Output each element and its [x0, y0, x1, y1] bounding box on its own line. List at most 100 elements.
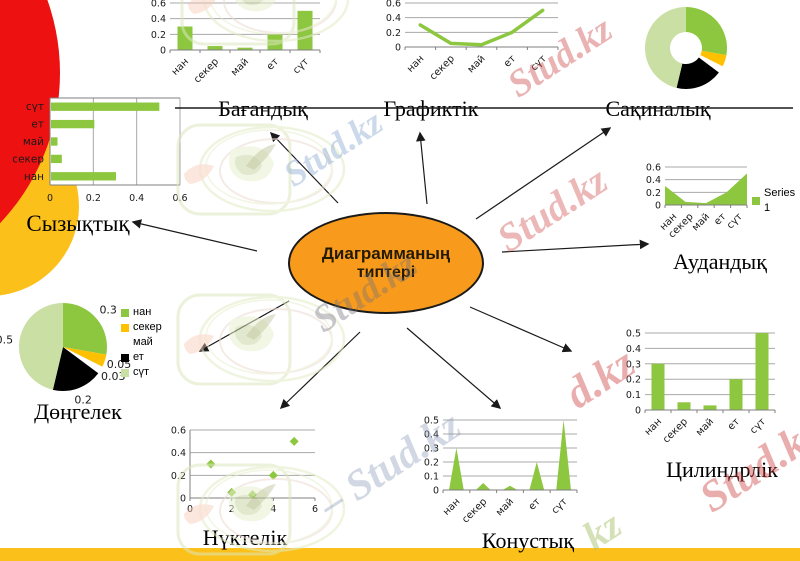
legend-label: нан — [133, 306, 152, 318]
label-sakinalyk: Сақиналық — [605, 96, 711, 121]
arrow-to-dongelek — [198, 300, 290, 352]
tick-label: секер — [12, 153, 44, 165]
tick-label: 0.4 — [129, 193, 144, 204]
label-audandyk: Аудандық — [673, 249, 767, 274]
bar-секер — [207, 46, 223, 50]
chart-line-grafiktik: 0 0.2 0.4 0.6 нан секер май ет сүт — [385, 0, 570, 92]
tick-label: май — [466, 53, 488, 75]
legend-item: сүт — [121, 365, 181, 380]
slice-нан — [63, 303, 108, 355]
tick-label: секер — [661, 416, 690, 445]
tick-label: 0 — [160, 46, 166, 57]
legend-item: Series 1 — [752, 186, 798, 216]
tick-label: 0.1 — [626, 390, 641, 401]
chart-hbar-syzyktyk: 0 0.2 0.4 0.6 нан секер май ет сүт — [5, 92, 188, 207]
tick-label: 0.2 — [74, 394, 92, 407]
tick-label: 0.2 — [171, 471, 186, 482]
bar-сүт — [755, 333, 769, 410]
slice-май — [63, 347, 103, 374]
bar-ет — [729, 379, 743, 410]
tick-label: нан — [170, 56, 191, 77]
tick-label: нан — [24, 171, 44, 183]
tick-label: 0.6 — [386, 0, 401, 10]
watermark-text: Stud.kz — [488, 157, 616, 261]
plot-area — [443, 420, 577, 490]
label-grafiktik: Графиктік — [383, 96, 479, 121]
slice-ет — [676, 57, 719, 89]
legend-item: секер — [121, 320, 181, 335]
tick-label: 0 — [187, 504, 193, 515]
tick-label: ет — [502, 53, 518, 69]
bar-нан — [651, 363, 665, 410]
slice-нан — [686, 7, 727, 56]
legend-label: Series 1 — [764, 187, 796, 214]
label-nuktelik: Нүктелік — [202, 525, 288, 550]
tick-label: 0.5 — [424, 416, 439, 427]
tick-label: 0.2 — [151, 30, 166, 41]
legend-item: ет — [121, 350, 181, 365]
plot-area — [645, 333, 775, 410]
bar-май — [237, 47, 253, 50]
bar-май — [703, 405, 717, 410]
tick-label: 0.2 — [626, 375, 641, 386]
legend-item: нан — [121, 305, 181, 320]
legend-label: секер — [133, 321, 162, 333]
bar-ет — [267, 34, 283, 50]
tick-label: секер — [192, 56, 221, 85]
tick-label: сүт — [26, 101, 44, 113]
legend: Series 1 — [752, 186, 798, 216]
label-dongelek: Дөңгелек — [34, 399, 122, 424]
legend-swatch — [121, 338, 129, 347]
legend-swatch — [121, 353, 129, 362]
central-node: Диаграмманың типтері — [288, 212, 484, 314]
stud-kz-logo-watermark — [176, 293, 346, 386]
grafiktik-plot: 0 0.2 0.4 0.6 нан секер май ет сүт — [386, 0, 559, 82]
chart-scatter-nuktelik: 0 0.2 0.4 0.6 0 2 4 6 — [158, 420, 328, 525]
bar-секер — [51, 154, 62, 164]
tick-label: ет — [726, 416, 742, 432]
tick-label: 2 — [229, 504, 235, 515]
tick-label: 0.1 — [424, 472, 439, 483]
tick-label: сүт — [291, 56, 311, 76]
slice-ет — [52, 347, 99, 391]
tick-label: секер — [460, 496, 489, 525]
cone-май — [502, 485, 518, 490]
legend-swatch — [121, 323, 129, 332]
tick-label: ет — [265, 56, 281, 72]
tick-label: нан — [643, 416, 664, 437]
dongelek-plot: 0.30.050.030.20.5 — [0, 303, 131, 407]
tick-label: 0.2 — [86, 193, 101, 204]
central-node-line1: Диаграмманың — [321, 244, 451, 263]
slice-секер — [63, 347, 107, 367]
label-syzyktyk: Сызықтық — [26, 211, 130, 236]
cone-секер — [475, 483, 491, 490]
tick-label: 0.4 — [646, 175, 661, 186]
slice-секер — [700, 50, 727, 67]
legend-label: ет — [133, 351, 144, 363]
tick-label: секер — [428, 53, 457, 82]
tick-label: 4 — [270, 504, 276, 515]
tick-label: май — [23, 136, 44, 148]
arrow-to-bagandyk — [270, 131, 339, 204]
tick-label: 0.4 — [151, 14, 166, 25]
tick-label: 0 — [655, 201, 661, 212]
tick-label: май — [694, 416, 716, 438]
tick-label: 0.2 — [386, 28, 401, 39]
tick-label: сүт — [748, 416, 768, 436]
legend-label: май — [133, 336, 153, 348]
tick-label: нан — [441, 496, 462, 517]
tick-label: 0.2 — [646, 188, 661, 199]
legend-label: сүт — [133, 366, 150, 378]
label-bagandyk: Бағандық — [218, 96, 308, 121]
tick-label: 0 — [433, 486, 439, 497]
arrow-to-grafiktik — [416, 131, 428, 205]
tick-label: 0.4 — [424, 430, 439, 441]
tick-label: 6 — [312, 504, 318, 515]
bar-ет — [51, 119, 95, 129]
chart-donut-sakinalyk — [645, 7, 727, 89]
legend-swatch — [121, 368, 129, 377]
